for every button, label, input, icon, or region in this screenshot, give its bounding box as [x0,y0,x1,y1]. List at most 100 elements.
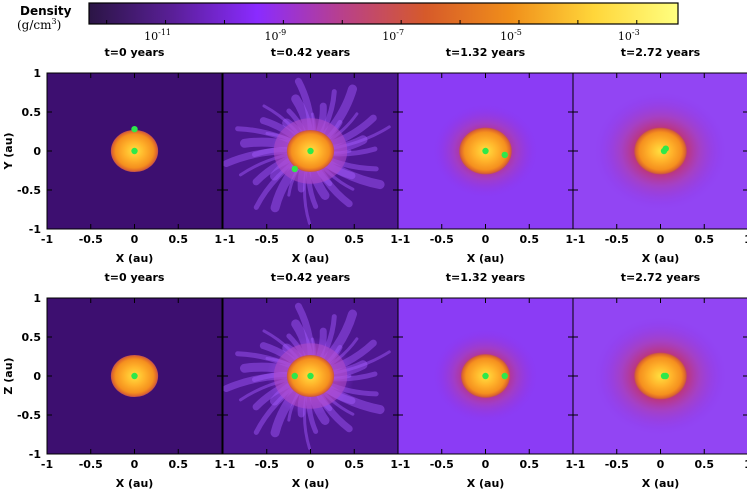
panel-grid: t=0 years -1 -0.5 0 0.5 1 X (au) 1 0.5 0 -0.5 -1 Y (… [2,46,747,490]
panel-ticks [572,297,747,455]
panel-xy-2: t=1.32 years -1 -0.5 0 0.5 1 X (au) [397,46,574,265]
x-axis-label: X (au) [467,477,505,490]
panel-xz-0: t=0 years -1 -0.5 0 0.5 1 X (au) 1 0.5 0 -0.5 -1 Z (… [2,271,223,490]
x-tick-label: -1 [223,233,235,246]
x-tick-label: -1 [41,458,53,471]
colorbar-ticks: 10-11 10-9 10-7 10-5 10-3 [106,20,640,43]
x-tick-label: 0 [131,458,139,471]
x-tick-label: 0.5 [345,233,365,246]
x-axis-label: X (au) [642,477,680,490]
panel-title: t=0 years [105,46,165,59]
panel-image [223,73,398,229]
x-tick-label: 0.5 [695,233,715,246]
x-tick-label: 0.5 [169,233,189,246]
x-tick-label: 1 [214,233,222,246]
x-axis-label: X (au) [292,252,330,265]
star-marker [501,151,508,159]
colorbar-label-units: (g/cm3) [17,17,61,32]
colorbar: Density (g/cm3) 10-11 10-9 10-7 10-5 10-3 [17,2,679,43]
y-tick-label: 1 [33,67,41,80]
x-tick-label: -0.5 [255,233,279,246]
x-tick-label: 0 [657,233,665,246]
x-tick-label: -1 [573,233,585,246]
y-tick-label: -1 [29,223,41,236]
panel-title: t=0.42 years [271,46,351,59]
x-axis-label: X (au) [292,477,330,490]
y-tick-label: -0.5 [17,409,41,422]
x-tick-label: 1 [565,458,573,471]
colorbar-tick-label: 10-5 [500,28,522,43]
panel-image [47,298,222,454]
x-tick-label: -0.5 [79,458,103,471]
panel-xz-1: t=0.42 years -1 -0.5 0 0.5 1 X (au) [222,271,399,490]
panel-xy-0: t=0 years -1 -0.5 0 0.5 1 X (au) 1 0.5 0 -0.5 -1 Y (… [2,46,223,265]
x-tick-label: 1 [744,233,747,246]
star-marker [307,147,314,155]
panel-ticks [397,297,574,455]
colorbar-label-title: Density [20,4,72,18]
x-axis-label: X (au) [116,252,154,265]
colorbar-gradient [88,2,679,25]
x-axis-label: X (au) [642,252,680,265]
panel-ticks [572,72,747,230]
colorbar-tick-label: 10-7 [382,28,404,43]
star-marker [131,147,138,155]
x-tick-label: 0 [131,233,139,246]
colorbar-tick-label: 10-11 [144,28,171,43]
x-tick-label: 1 [744,458,747,471]
star-marker [482,147,489,155]
x-tick-label: 0 [657,458,665,471]
x-axis-label: X (au) [467,252,505,265]
panel-title: t=2.72 years [621,271,701,284]
x-tick-label: 0 [482,458,490,471]
x-tick-label: 1 [390,458,398,471]
panel-image [398,298,573,454]
x-tick-label: -0.5 [430,233,454,246]
panel-title: t=1.32 years [446,271,526,284]
x-tick-label: -1 [41,233,53,246]
panel-image [398,73,573,229]
star-marker [291,165,298,173]
star-marker [662,372,669,380]
y-axis-label: Z (au) [2,357,15,394]
x-tick-label: 0 [482,233,490,246]
star-marker [307,372,314,380]
panel-title: t=1.32 years [446,46,526,59]
stellar-envelope [634,352,687,400]
y-tick-label: 1 [33,292,41,305]
x-axis-label: X (au) [116,477,154,490]
panel-xy-1: t=0.42 years -1 -0.5 0 0.5 1 X (au) [222,46,399,265]
star-marker [501,372,508,380]
x-tick-label: 1 [565,233,573,246]
y-axis-label: Y (au) [2,132,15,170]
x-tick-label: 0.5 [345,458,365,471]
star-marker [662,145,669,152]
colorbar-tick-label: 10-3 [618,28,640,43]
x-tick-label: 0.5 [695,458,715,471]
panel-title: t=0 years [105,271,165,284]
x-tick-label: -0.5 [79,233,103,246]
x-tick-label: -0.5 [430,458,454,471]
x-tick-label: 0 [307,233,315,246]
x-tick-label: 0.5 [169,458,189,471]
y-tick-label: 0.5 [22,331,42,344]
x-tick-label: 0 [307,458,315,471]
x-tick-label: 1 [390,233,398,246]
x-tick-label: -1 [573,458,585,471]
x-tick-label: 0.5 [520,458,540,471]
panel-title: t=2.72 years [621,46,701,59]
y-tick-label: -0.5 [17,184,41,197]
panel-image [223,298,398,454]
panel-xz-3: t=2.72 years -1 -0.5 0 0.5 1 X (au) [572,271,747,490]
x-tick-label: -0.5 [605,458,629,471]
star-marker [131,125,138,133]
panel-xy-3: t=2.72 years -1 -0.5 0 0.5 1 X (au) [572,46,747,265]
x-tick-label: 1 [214,458,222,471]
x-tick-label: -0.5 [255,458,279,471]
x-tick-label: -0.5 [605,233,629,246]
y-tick-label: 0.5 [22,106,42,119]
panel-image [47,73,222,229]
panel-image [573,298,747,454]
x-tick-label: 0.5 [520,233,540,246]
y-tick-label: 0 [33,145,41,158]
